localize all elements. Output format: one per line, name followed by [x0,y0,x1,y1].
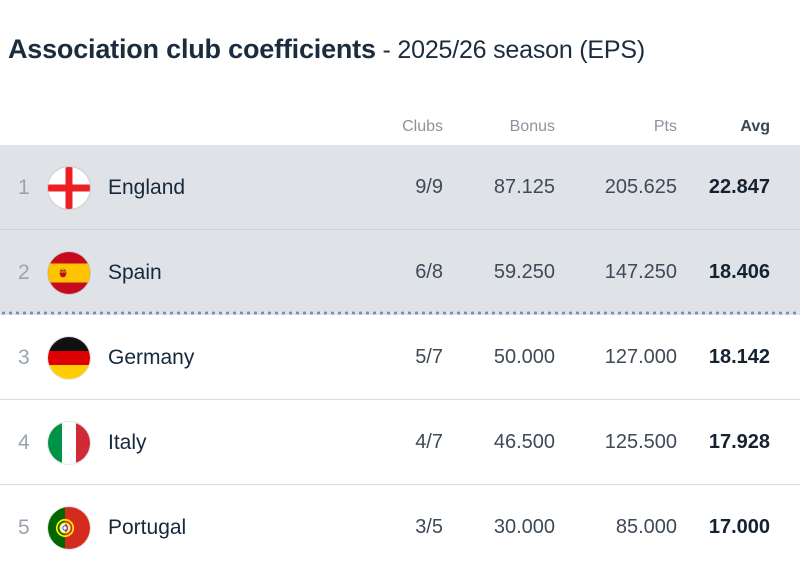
row-rank: 5 [18,515,30,539]
row-clubs: 9/9 [415,176,443,198]
column-header-pts[interactable]: Pts [653,117,677,135]
row-pts: 205.625 [604,176,677,198]
flag-italy-icon [48,421,90,464]
flag-germany-icon [48,336,90,379]
row-rank: 4 [18,430,30,454]
row-pts: 85.000 [615,516,677,538]
row-bonus: 87.125 [493,176,555,198]
coefficients-page: Association club coefficients - 2025/26 … [0,34,800,549]
table-row[interactable]: 5 Portugal 3/5 30.000 85.000 17.000 [0,485,800,570]
row-country: Germany [108,345,195,369]
column-header-bonus[interactable]: Bonus [509,117,555,135]
row-flag [48,336,100,379]
row-country: England [108,175,186,199]
row-bonus: 30.000 [493,516,555,538]
row-clubs: 3/5 [415,516,443,538]
row-country: Spain [108,260,162,284]
row-clubs: 4/7 [415,431,443,453]
page-title: Association club coefficients - 2025/26 … [8,34,645,65]
table-row[interactable]: 3 Germany 5/7 50.000 127.000 18.142 [0,315,800,400]
row-flag [48,251,100,294]
row-flag [48,421,100,464]
row-avg: 18.142 [708,346,770,368]
table-row[interactable]: 2 Spain 6/8 59.2 [0,230,800,315]
page-title-main: Association club coefficients [8,34,376,64]
row-bonus: 46.500 [493,431,555,453]
row-avg: 22.847 [708,176,770,198]
row-rank: 1 [18,175,30,199]
row-country: Portugal [108,515,187,539]
flag-spain-icon [48,251,90,294]
row-clubs: 5/7 [415,346,443,368]
row-bonus: 59.250 [493,261,555,283]
row-bonus: 50.000 [493,346,555,368]
row-clubs: 6/8 [415,261,443,283]
table-row[interactable]: 1 England 9/9 87.125 205.625 22.847 [0,145,800,230]
row-pts: 125.500 [604,431,677,453]
column-header-avg[interactable]: Avg [740,117,770,135]
row-avg: 17.000 [708,516,770,538]
table-row[interactable]: 4 Italy 4/7 46.500 125.500 17.928 [0,400,800,485]
row-pts: 147.250 [604,261,677,283]
row-country: Italy [108,430,147,454]
row-rank: 2 [18,260,30,284]
flag-portugal-icon [48,506,90,549]
row-rank: 3 [18,345,30,369]
table-header-row: Clubs Bonus Pts Avg [0,108,800,145]
row-avg: 17.928 [708,431,770,453]
page-title-sub: - 2025/26 season (EPS) [375,36,646,64]
row-pts: 127.000 [604,346,677,368]
row-flag [48,506,100,549]
column-header-clubs[interactable]: Clubs [402,117,443,135]
row-avg: 18.406 [708,261,770,283]
row-flag [48,166,100,209]
flag-england-icon [48,166,90,209]
coefficients-table: Clubs Bonus Pts Avg 1 England 9/9 87.125… [0,108,800,570]
